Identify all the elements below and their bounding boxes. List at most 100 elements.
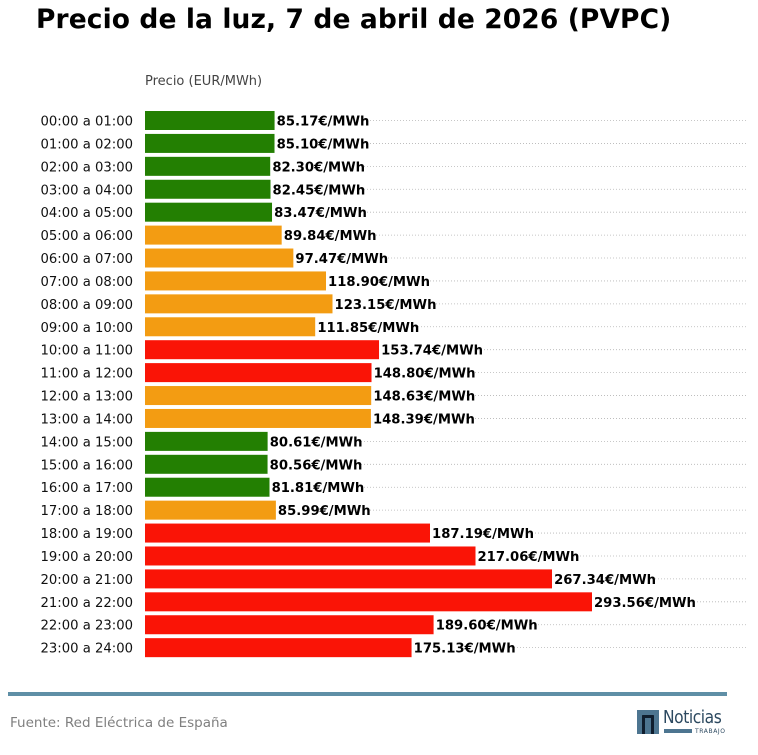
value-label: 148.63€/MWh	[373, 390, 475, 405]
bar-21-00-22-00	[145, 592, 592, 612]
value-label-background	[267, 454, 355, 474]
value-label: 82.30€/MWh	[272, 160, 365, 175]
bar-07-00-08-00	[145, 271, 327, 291]
y-tick-label: 00:00 a 01:00	[41, 115, 133, 130]
value-label-background	[272, 202, 360, 222]
y-tick-label: 17:00 a 18:00	[41, 504, 133, 519]
y-tick-label: 22:00 a 23:00	[41, 619, 133, 634]
value-label: 80.56€/MWh	[270, 458, 363, 473]
bar-09-00-10-00	[145, 317, 316, 337]
value-label-background	[475, 546, 571, 566]
bar-18-00-19-00	[145, 523, 431, 543]
y-tick-label: 03:00 a 04:00	[41, 183, 133, 198]
value-label-background	[371, 363, 467, 383]
value-label: 267.34€/MWh	[554, 573, 656, 588]
gridlines	[145, 120, 748, 649]
source-note: Fuente: Red Eléctrica de España	[10, 715, 228, 731]
y-tick-label: 04:00 a 05:00	[41, 206, 133, 221]
y-tick-label: 12:00 a 13:00	[41, 390, 133, 405]
bar-11-00-12-00	[145, 363, 372, 383]
value-label: 217.06€/MWh	[478, 550, 580, 565]
noticias-trabajo-logo[interactable]: Noticias TRABAJO	[637, 707, 729, 736]
bar-15-00-16-00	[145, 454, 268, 474]
bar-08-00-09-00	[145, 294, 333, 314]
value-label-background	[270, 156, 358, 176]
value-label-background	[433, 615, 530, 635]
logo-subtitle: TRABAJO	[695, 728, 726, 735]
value-label-background	[430, 523, 526, 543]
y-tick-label: 08:00 a 09:00	[41, 298, 133, 313]
value-label: 82.45€/MWh	[273, 183, 366, 198]
value-label-background	[281, 225, 369, 245]
value-labels: 85.17€/MWh 85.10€/MWh 82.30€/MWh 82.45€/MWh…	[267, 111, 696, 658]
value-label-background	[267, 431, 355, 451]
value-label: 189.60€/MWh	[436, 619, 538, 634]
bar-20-00-21-00	[145, 569, 553, 589]
chart-title: Precio de la luz, 7 de abril de 2026 (PV…	[36, 4, 672, 35]
value-label-background	[275, 500, 363, 520]
bar-06-00-07-00	[145, 248, 294, 268]
bar-23-00-24-00	[145, 638, 412, 658]
footer-divider	[8, 692, 727, 696]
value-label: 293.56€/MWh	[594, 596, 696, 611]
y-tick-label: 01:00 a 02:00	[41, 137, 133, 152]
value-label: 80.61€/MWh	[270, 435, 363, 450]
value-label: 111.85€/MWh	[317, 321, 419, 336]
logo-wordmark: Noticias	[663, 707, 722, 728]
y-tick-label: 15:00 a 16:00	[41, 458, 133, 473]
y-tick-label: 23:00 a 24:00	[41, 642, 133, 657]
value-label-background	[270, 179, 358, 199]
y-tick-label: 18:00 a 19:00	[41, 527, 133, 542]
bar-02-00-03-00	[145, 156, 271, 176]
bar-chart: 00:00 a 01:00 01:00 a 02:00 02:00 a 03:00 0…	[41, 111, 748, 658]
value-label: 81.81€/MWh	[272, 481, 365, 496]
bar-01-00-02-00	[145, 133, 275, 153]
value-label-background	[370, 408, 467, 428]
bar-19-00-20-00	[145, 546, 476, 566]
value-label-background	[274, 111, 362, 130]
bar-13-00-14-00	[145, 408, 371, 428]
y-tick-label: 19:00 a 20:00	[41, 550, 133, 565]
bar-12-00-13-00	[145, 386, 372, 406]
value-label-background	[332, 294, 428, 314]
y-tick-label: 14:00 a 15:00	[41, 435, 133, 450]
bar-05-00-06-00	[145, 225, 282, 245]
bar-17-00-18-00	[145, 500, 276, 520]
value-label-background	[411, 638, 507, 658]
value-label: 153.74€/MWh	[381, 344, 483, 359]
y-tick-label: 21:00 a 22:00	[41, 596, 133, 611]
bars	[145, 111, 592, 658]
logo-n-icon	[637, 710, 659, 734]
value-label-background	[269, 477, 357, 497]
y-tick-labels: 00:00 a 01:00 01:00 a 02:00 02:00 a 03:00 0…	[41, 115, 133, 657]
value-label: 85.99€/MWh	[278, 504, 371, 519]
value-label-background	[326, 271, 422, 291]
y-tick-label: 13:00 a 14:00	[41, 412, 133, 427]
bar-03-00-04-00	[145, 179, 271, 199]
value-label-background	[293, 248, 381, 268]
y-tick-label: 02:00 a 03:00	[41, 160, 133, 175]
value-label: 148.80€/MWh	[374, 367, 476, 382]
value-label: 148.39€/MWh	[373, 412, 475, 427]
value-label: 175.13€/MWh	[414, 642, 516, 657]
value-label: 89.84€/MWh	[284, 229, 377, 244]
value-label-background	[552, 569, 648, 589]
value-label: 118.90€/MWh	[328, 275, 430, 290]
y-tick-label: 09:00 a 10:00	[41, 321, 133, 336]
value-label: 97.47€/MWh	[295, 252, 388, 267]
logo-underline	[664, 729, 692, 733]
y-tick-label: 05:00 a 06:00	[41, 229, 133, 244]
bar-10-00-11-00	[145, 340, 380, 360]
bar-14-00-15-00	[145, 431, 268, 451]
x-axis-label: Precio (EUR/MWh)	[145, 74, 263, 89]
y-tick-label: 10:00 a 11:00	[41, 344, 133, 359]
value-label: 187.19€/MWh	[432, 527, 534, 542]
bar-04-00-05-00	[145, 202, 273, 222]
bar-22-00-23-00	[145, 615, 434, 635]
y-tick-label: 06:00 a 07:00	[41, 252, 133, 267]
value-label-background	[371, 386, 467, 406]
value-label-background	[274, 133, 362, 153]
value-label: 83.47€/MWh	[274, 206, 367, 221]
bar-16-00-17-00	[145, 477, 270, 497]
value-label-background	[315, 317, 411, 337]
